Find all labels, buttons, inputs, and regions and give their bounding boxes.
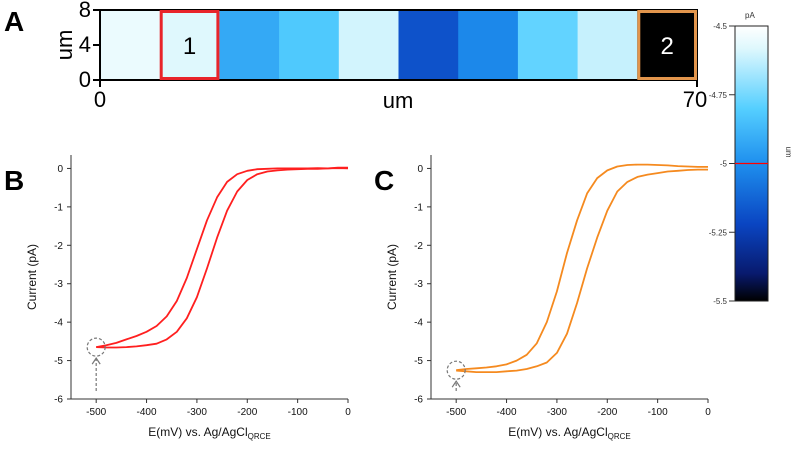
- cv-trace-reverse-scan: [96, 166, 348, 349]
- heatmap-cell: [398, 10, 459, 80]
- highlight-box-1: [159, 10, 220, 80]
- y-tick-label: 0: [417, 164, 423, 175]
- heatmap-x-label: um: [383, 88, 414, 113]
- heatmap-y-label: um: [52, 30, 77, 61]
- start-point-arrowhead: [451, 380, 461, 388]
- x-tick-label: -500: [446, 407, 466, 418]
- y-tick-label: 0: [57, 164, 63, 175]
- y-tick-label: -1: [414, 202, 423, 213]
- cv-trace-reverse-scan: [456, 168, 708, 374]
- x-axis-label-main: E(mV) vs. Ag/AgCl: [148, 425, 247, 439]
- y-tick-label: -6: [414, 395, 423, 406]
- y-tick-label: -5: [414, 356, 423, 367]
- x-tick-label: -400: [497, 407, 517, 418]
- highlight-label-1: 1: [183, 33, 196, 60]
- cv-panel-c: 0 -1 -2 -3 -4 -5 -6 -500 -400 -300 -200 -100 0 Curren…: [385, 155, 711, 441]
- y-tick-label: -4: [414, 318, 423, 329]
- colorbar-tick-label: -5.25: [709, 228, 728, 237]
- colorbar-tick-label: -5: [720, 160, 728, 169]
- heatmap-y-tick-label: 4: [79, 32, 91, 57]
- y-axis-label: Current (pA): [25, 244, 39, 310]
- colorbar-tick-label: -4.75: [709, 91, 728, 100]
- x-tick-label: -100: [648, 407, 668, 418]
- heatmap-cell: [458, 10, 519, 80]
- heatmap-y-tick-label: 0: [79, 67, 91, 92]
- cv-trace-forward-scan: [96, 167, 349, 348]
- y-tick-label: -4: [54, 318, 63, 329]
- colorbar-side-label: um: [784, 146, 793, 157]
- x-tick-label: 0: [705, 407, 711, 418]
- y-tick-label: -6: [54, 395, 63, 406]
- x-tick-label: -200: [237, 407, 257, 418]
- colorbar: pA um -4.5 -4.75 -5 -5.25 -5.5: [709, 11, 793, 306]
- x-tick-label: -300: [547, 407, 567, 418]
- y-tick-label: -2: [54, 241, 63, 252]
- highlight-label-2: 2: [660, 33, 673, 60]
- start-point-circle: [446, 360, 466, 380]
- heatmap-cell: [637, 10, 698, 80]
- colorbar-tick-label: -5.5: [713, 297, 727, 306]
- x-tick-label: -500: [86, 407, 106, 418]
- heatmap-cell: [577, 10, 638, 80]
- cv-trace-forward-scan: [456, 163, 708, 372]
- heatmap-cell: [517, 10, 579, 80]
- colorbar-tick-label: -4.5: [713, 22, 727, 31]
- cv-panel-b: 0 -1 -2 -3 -4 -5 -6 -500 -400 -300 -200 -100 0 Curren…: [25, 155, 351, 441]
- start-point-arrowhead: [91, 357, 101, 365]
- panel-label-b: B: [4, 165, 24, 196]
- x-tick-label: -300: [187, 407, 207, 418]
- panel-label-c: C: [374, 165, 394, 196]
- x-axis-label-main: E(mV) vs. Ag/AgCl: [508, 425, 607, 439]
- y-tick-label: -3: [414, 279, 423, 290]
- x-tick-label: 0: [345, 407, 351, 418]
- x-axis-label: E(mV) vs. Ag/AgClQRCE: [148, 425, 270, 441]
- x-axis-label-subscript: QRCE: [248, 432, 271, 441]
- heatmap-x-tick-label: 70: [683, 87, 707, 112]
- heatmap-cell: [100, 10, 161, 80]
- heatmap-cell: [279, 10, 340, 80]
- x-axis-label-subscript: QRCE: [608, 432, 631, 441]
- heatmap-cell: [338, 10, 399, 80]
- y-tick-label: -1: [54, 202, 63, 213]
- y-tick-label: -2: [414, 241, 423, 252]
- heatmap-cell: [219, 10, 280, 80]
- y-tick-label: -5: [54, 356, 63, 367]
- highlight-box-2: [637, 10, 697, 80]
- colorbar-unit-label: pA: [745, 11, 755, 20]
- y-tick-label: -3: [54, 279, 63, 290]
- heatmap-cell: [159, 10, 220, 80]
- heatmap-y-tick-label: 8: [79, 0, 91, 22]
- x-tick-label: -400: [137, 407, 157, 418]
- x-tick-label: -200: [597, 407, 617, 418]
- x-axis-label: E(mV) vs. Ag/AgClQRCE: [508, 425, 630, 441]
- panel-label-a: A: [4, 6, 24, 37]
- heatmap-x-tick-label: 0: [94, 87, 106, 112]
- y-axis-label: Current (pA): [385, 244, 399, 310]
- x-tick-label: -100: [288, 407, 308, 418]
- start-point-circle: [86, 337, 106, 357]
